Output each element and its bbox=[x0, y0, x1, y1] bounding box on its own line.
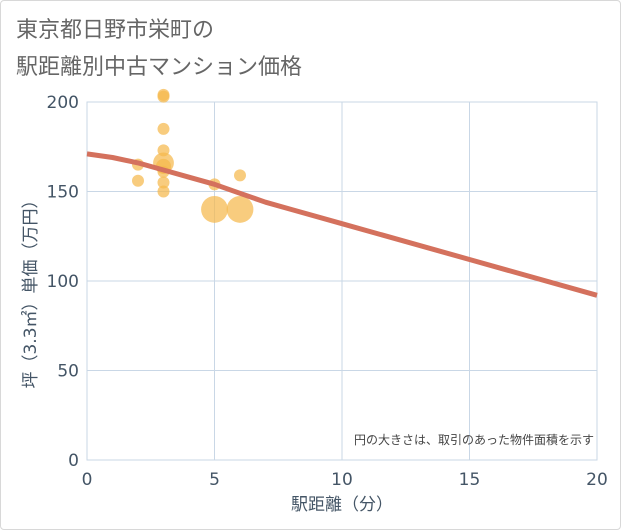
x-tick-label-0: 0 bbox=[82, 470, 93, 490]
y-axis-label: 坪（3.3㎡）単価（万円） bbox=[21, 191, 41, 388]
x-tick-labels: 0 5 10 15 20 bbox=[82, 470, 608, 490]
x-axis-label: 駅距離（分） bbox=[291, 495, 393, 515]
chart-title: 東京都日野市栄町の 駅距離別中古マンション価格 bbox=[16, 12, 302, 86]
y-tick-label-2: 100 bbox=[47, 272, 79, 292]
grid-lines bbox=[86, 101, 598, 461]
y-tick-label-0: 0 bbox=[68, 451, 79, 471]
bubble-point-1 bbox=[132, 174, 144, 187]
bubble-point-9 bbox=[157, 176, 170, 189]
chart-title-line-2: 駅距離別中古マンション価格 bbox=[16, 55, 303, 80]
x-tick-label-3: 15 bbox=[459, 470, 481, 490]
trend-series bbox=[86, 151, 598, 298]
x-tick-label-1: 5 bbox=[209, 470, 220, 490]
bubble-size-note: 円の大きさは、取引のあった物件面積を示す bbox=[354, 432, 594, 447]
y-tick-label-4: 200 bbox=[47, 93, 79, 113]
x-tick-label-2: 10 bbox=[331, 470, 353, 490]
bubble-point-12 bbox=[201, 195, 228, 223]
y-tick-labels: 0 50 100 150 200 bbox=[47, 93, 79, 471]
chart-title-line-1: 東京都日野市栄町の bbox=[16, 18, 215, 43]
bubble-point-3 bbox=[157, 90, 170, 103]
bubble-point-10 bbox=[157, 185, 170, 198]
bubble-point-14 bbox=[226, 195, 254, 223]
y-tick-label-1: 50 bbox=[57, 362, 79, 382]
bubble-point-13 bbox=[234, 169, 246, 182]
bubble-point-4 bbox=[157, 122, 170, 135]
trend-line bbox=[86, 151, 598, 298]
x-tick-label-4: 20 bbox=[586, 470, 608, 490]
y-tick-label-3: 150 bbox=[47, 183, 79, 203]
